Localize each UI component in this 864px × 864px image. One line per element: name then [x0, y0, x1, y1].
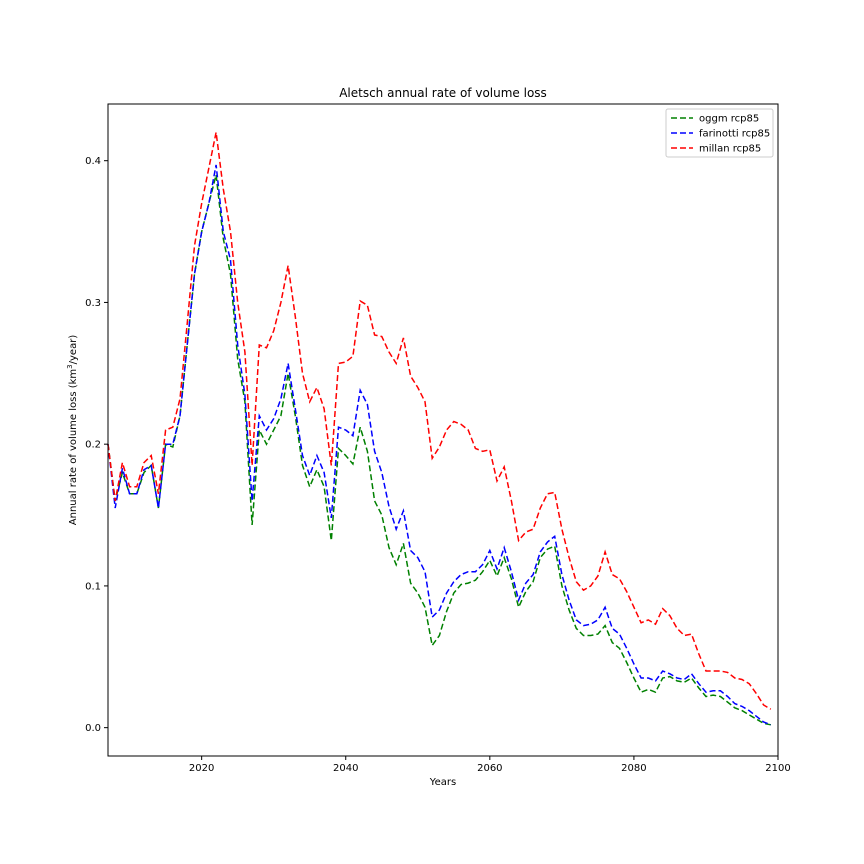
y-tick-label: 0.2 [85, 440, 101, 451]
legend-entry-label: farinotti rcp85 [699, 129, 770, 140]
y-axis-label-suffix: /year) [68, 335, 79, 365]
y-axis-label-sup: 3 [66, 364, 74, 368]
legend-box [665, 108, 774, 158]
y-axis-label: Annual rate of volume loss (km3/year) [66, 335, 79, 526]
legend-entry-label: millan rcp85 [699, 144, 761, 155]
x-tick-label: 2100 [765, 763, 790, 774]
series-line-oggm-rcp85 [107, 174, 771, 726]
plot-frame [107, 103, 779, 757]
x-axis: 2020 2040 2060 2080 2100 [189, 756, 791, 774]
y-axis: 0.0 0.1 0.2 0.3 0.4 [85, 156, 108, 734]
x-axis-label: Years [429, 777, 456, 788]
x-tick-label: 2020 [189, 763, 214, 774]
chart-title: Aletsch annual rate of volume loss [339, 86, 547, 100]
x-tick-label: 2040 [333, 763, 358, 774]
series-layer [107, 132, 772, 726]
legend: oggm rcp85 farinotti rcp85 millan rcp85 [665, 108, 774, 158]
legend-entry-label: oggm rcp85 [699, 114, 759, 125]
y-tick-label: 0.4 [85, 156, 101, 167]
y-tick-label: 0.1 [85, 581, 101, 592]
y-tick-label: 0.3 [85, 298, 101, 309]
y-tick-label: 0.0 [85, 723, 101, 734]
x-tick-label: 2060 [477, 763, 502, 774]
y-axis-label-prefix: Annual rate of volume loss (km [68, 369, 79, 525]
series-line-farinotti-rcp85 [107, 164, 772, 726]
series-line-millan-rcp85 [107, 132, 772, 710]
x-tick-label: 2080 [621, 763, 646, 774]
